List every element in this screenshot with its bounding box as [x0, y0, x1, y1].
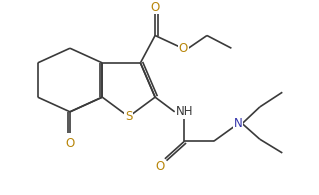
Text: N: N	[234, 117, 243, 130]
Text: O: O	[151, 1, 160, 14]
Text: O: O	[65, 137, 75, 150]
Text: NH: NH	[176, 105, 193, 118]
Text: O: O	[155, 160, 165, 173]
Text: O: O	[179, 42, 188, 55]
Text: S: S	[125, 110, 132, 123]
